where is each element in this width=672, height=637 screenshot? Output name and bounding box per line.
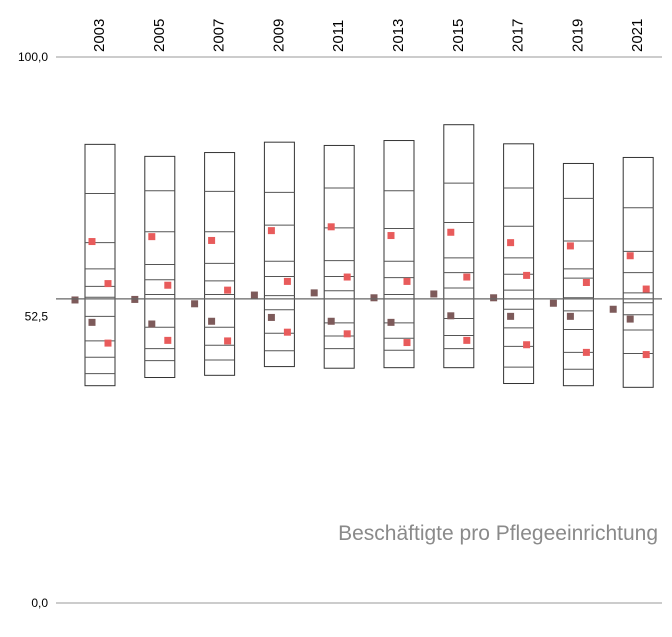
x-tick-label-2015: 2015 bbox=[450, 19, 467, 52]
data-point-2019-dark bbox=[549, 299, 557, 307]
x-tick-label-2013: 2013 bbox=[390, 19, 407, 52]
x-tick-label-2009: 2009 bbox=[270, 19, 287, 52]
data-point-2009-dark bbox=[250, 291, 258, 299]
data-point-2007-red bbox=[224, 337, 232, 345]
column-box-2005 bbox=[144, 155, 176, 379]
data-point-2021-dark bbox=[626, 315, 634, 323]
data-point-2015-red bbox=[463, 336, 471, 344]
data-point-2015-dark bbox=[447, 312, 455, 320]
data-point-2013-red bbox=[387, 232, 395, 240]
data-point-2003-red bbox=[104, 280, 112, 288]
boxes-layer bbox=[84, 124, 654, 388]
data-point-2003-dark bbox=[71, 296, 79, 304]
data-point-2021-dark bbox=[609, 305, 617, 313]
data-point-2013-red bbox=[403, 339, 411, 347]
data-point-2013-dark bbox=[387, 318, 395, 326]
data-point-2017-dark bbox=[490, 294, 498, 302]
data-point-2015-red bbox=[447, 228, 455, 236]
data-point-2021-red bbox=[642, 351, 650, 359]
x-tick-label-2007: 2007 bbox=[211, 19, 228, 52]
data-point-2007-red bbox=[208, 236, 216, 244]
column-box-2017 bbox=[503, 143, 535, 385]
column-box-2007 bbox=[204, 152, 236, 376]
data-point-2005-red bbox=[148, 233, 156, 241]
data-point-2021-red bbox=[642, 285, 650, 293]
data-point-2011-dark bbox=[327, 317, 335, 325]
data-point-2005-red bbox=[164, 281, 172, 289]
data-point-2009-red bbox=[283, 328, 291, 336]
data-point-2017-red bbox=[523, 271, 531, 279]
labels-layer: 100,0 52,5 0,0 2003 2005 2007 2009 2011 2013 2015… bbox=[18, 19, 646, 610]
data-point-2007-dark bbox=[191, 300, 199, 308]
data-point-2017-dark bbox=[507, 312, 515, 320]
data-point-2011-red bbox=[343, 330, 351, 338]
y-tick-label: 100,0 bbox=[18, 50, 48, 64]
data-point-2017-red bbox=[507, 239, 515, 247]
column-box-2009 bbox=[263, 141, 295, 368]
data-point-2021-red bbox=[626, 252, 634, 260]
x-tick-label-2019: 2019 bbox=[569, 19, 586, 52]
markers-layer bbox=[71, 223, 650, 359]
data-point-2007-dark bbox=[208, 317, 216, 325]
data-point-2003-dark bbox=[88, 318, 96, 326]
data-point-2009-red bbox=[267, 227, 275, 235]
data-point-2011-red bbox=[343, 273, 351, 281]
data-point-2011-red bbox=[327, 223, 335, 231]
column-box-2019 bbox=[562, 162, 594, 387]
x-tick-label-2005: 2005 bbox=[151, 19, 168, 52]
y-tick-label: 52,5 bbox=[25, 309, 49, 323]
data-point-2005-dark bbox=[148, 320, 156, 328]
y-tick-label: 0,0 bbox=[31, 596, 48, 610]
data-point-2015-dark bbox=[430, 290, 438, 298]
data-point-2011-dark bbox=[310, 289, 318, 297]
data-point-2007-red bbox=[224, 286, 232, 294]
data-point-2017-red bbox=[523, 341, 531, 349]
data-point-2019-red bbox=[582, 348, 590, 356]
column-box-2015 bbox=[443, 124, 475, 369]
column-box-2011 bbox=[323, 144, 355, 369]
data-point-2019-red bbox=[566, 242, 574, 250]
x-tick-label-2011: 2011 bbox=[330, 20, 347, 52]
x-tick-label-2003: 2003 bbox=[91, 19, 108, 52]
data-point-2003-red bbox=[104, 339, 112, 347]
data-point-2009-dark bbox=[267, 313, 275, 321]
data-point-2003-red bbox=[88, 238, 96, 246]
axis-layer bbox=[56, 56, 662, 604]
data-point-2019-dark bbox=[566, 312, 574, 320]
data-point-2013-red bbox=[403, 277, 411, 285]
data-point-2015-red bbox=[463, 273, 471, 281]
x-tick-label-2017: 2017 bbox=[510, 19, 527, 52]
x-tick-label-2021: 2021 bbox=[629, 19, 646, 52]
data-point-2005-red bbox=[164, 336, 172, 344]
column-box-2013 bbox=[383, 140, 415, 369]
column-box-2003 bbox=[84, 143, 116, 387]
chart-title: Beschäftigte pro Pflegeeinrichtung bbox=[338, 522, 658, 545]
data-point-2009-red bbox=[283, 277, 291, 285]
data-point-2013-dark bbox=[370, 294, 378, 302]
data-point-2019-red bbox=[582, 278, 590, 286]
